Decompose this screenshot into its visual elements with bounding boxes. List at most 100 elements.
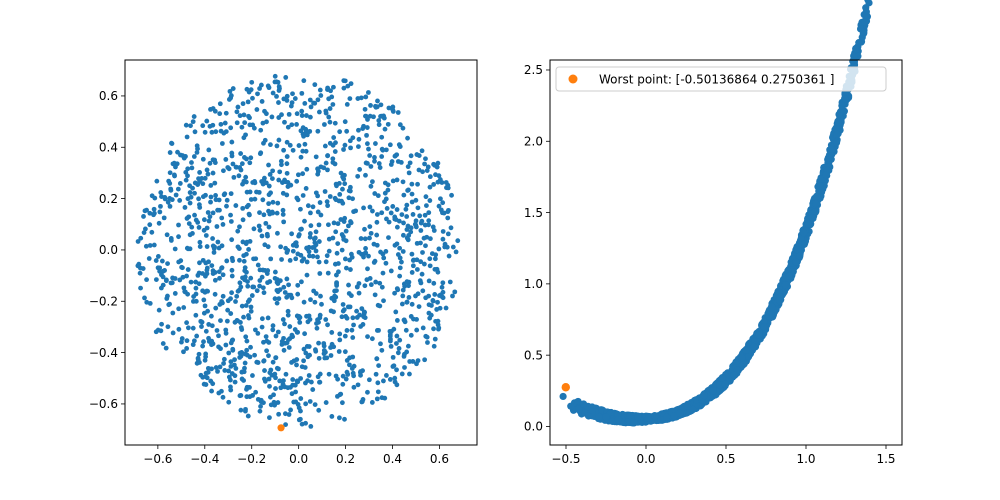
y-tick-label: 0.0 bbox=[524, 420, 543, 434]
scatter-point bbox=[436, 246, 442, 252]
scatter-point bbox=[143, 243, 149, 249]
y-tick-label: −0.2 bbox=[89, 294, 118, 308]
scatter-point bbox=[374, 232, 380, 238]
scatter-point bbox=[298, 396, 304, 401]
scatter-point bbox=[323, 259, 329, 265]
scatter-point bbox=[406, 233, 412, 238]
scatter-point bbox=[300, 148, 306, 154]
scatter-point bbox=[323, 400, 329, 405]
scatter-point bbox=[409, 199, 415, 205]
scatter-point bbox=[383, 260, 389, 266]
scatter-point bbox=[269, 176, 275, 181]
scatter-point bbox=[288, 103, 294, 109]
scatter-point bbox=[307, 253, 312, 259]
scatter-point bbox=[277, 86, 282, 91]
scatter-point bbox=[238, 320, 243, 325]
scatter-point bbox=[247, 394, 253, 400]
scatter-point bbox=[382, 199, 387, 205]
scatter-point bbox=[266, 192, 272, 198]
scatter-point bbox=[339, 232, 345, 237]
scatter-point bbox=[360, 126, 366, 131]
scatter-point bbox=[285, 124, 291, 130]
scatter-point bbox=[225, 307, 231, 313]
scatter-point bbox=[230, 347, 236, 353]
scatter-point bbox=[381, 378, 386, 384]
scatter-point bbox=[220, 272, 226, 278]
scatter-point bbox=[337, 191, 343, 197]
scatter-point bbox=[373, 279, 379, 285]
scatter-point bbox=[371, 260, 377, 265]
scatter-point bbox=[427, 256, 433, 262]
scatter-point bbox=[186, 214, 192, 220]
scatter-point bbox=[852, 44, 860, 53]
scatter-point bbox=[200, 181, 206, 187]
scatter-point bbox=[142, 295, 147, 301]
scatter-point bbox=[244, 189, 250, 195]
scatter-point bbox=[313, 154, 319, 160]
scatter-point bbox=[381, 298, 386, 304]
scatter-point bbox=[435, 318, 441, 324]
scatter-point bbox=[211, 250, 217, 255]
scatter-point bbox=[377, 280, 383, 286]
scatter-point bbox=[415, 205, 421, 211]
scatter-point bbox=[377, 165, 383, 170]
scatter-point bbox=[350, 196, 355, 202]
scatter-point bbox=[344, 128, 350, 134]
scatter-point bbox=[375, 380, 381, 386]
scatter-point bbox=[205, 210, 211, 215]
scatter-point bbox=[237, 257, 242, 263]
scatter-point bbox=[792, 258, 800, 266]
scatter-point bbox=[225, 298, 231, 304]
scatter-point bbox=[197, 170, 203, 175]
scatter-point bbox=[176, 222, 181, 228]
scatter-point bbox=[376, 118, 382, 123]
scatter-point bbox=[441, 210, 447, 216]
scatter-point bbox=[312, 402, 318, 408]
scatter-point bbox=[310, 204, 316, 210]
scatter-point bbox=[281, 347, 287, 353]
scatter-point bbox=[408, 153, 414, 159]
scatter-point bbox=[203, 328, 209, 334]
scatter-point bbox=[383, 147, 389, 153]
scatter-point bbox=[206, 218, 212, 224]
scatter-point bbox=[330, 235, 336, 241]
scatter-point bbox=[396, 346, 402, 351]
scatter-point bbox=[268, 256, 274, 262]
scatter-point bbox=[229, 273, 235, 279]
scatter-point bbox=[414, 327, 420, 333]
scatter-point bbox=[378, 341, 383, 347]
scatter-point bbox=[307, 114, 313, 120]
scatter-point bbox=[354, 284, 360, 290]
scatter-point bbox=[386, 235, 391, 240]
scatter-point bbox=[750, 343, 758, 351]
scatter-point bbox=[200, 288, 206, 294]
scatter-point bbox=[160, 274, 166, 280]
scatter-point bbox=[239, 303, 245, 309]
scatter-point bbox=[260, 120, 266, 126]
scatter-point bbox=[286, 412, 292, 417]
scatter-point bbox=[213, 305, 219, 311]
scatter-point bbox=[194, 150, 200, 155]
scatter-point bbox=[429, 251, 435, 256]
scatter-point bbox=[242, 265, 248, 271]
scatter-point bbox=[367, 235, 372, 241]
scatter-point bbox=[246, 315, 252, 321]
scatter-point bbox=[284, 154, 290, 159]
scatter-point bbox=[808, 214, 816, 222]
scatter-point bbox=[282, 290, 288, 295]
scatter-point bbox=[210, 170, 216, 176]
scatter-point bbox=[339, 314, 345, 320]
scatter-point bbox=[231, 174, 237, 180]
scatter-point bbox=[246, 202, 251, 208]
y-tick-label: 2.5 bbox=[524, 63, 543, 77]
scatter-point bbox=[296, 417, 302, 423]
scatter-point bbox=[189, 160, 194, 165]
scatter-point bbox=[266, 162, 271, 168]
scatter-point bbox=[440, 236, 446, 242]
scatter-point bbox=[317, 87, 323, 93]
scatter-point bbox=[213, 129, 219, 135]
scatter-point bbox=[283, 371, 289, 377]
scatter-point bbox=[190, 119, 196, 125]
scatter-point bbox=[252, 180, 258, 186]
scatter-point bbox=[290, 377, 296, 382]
